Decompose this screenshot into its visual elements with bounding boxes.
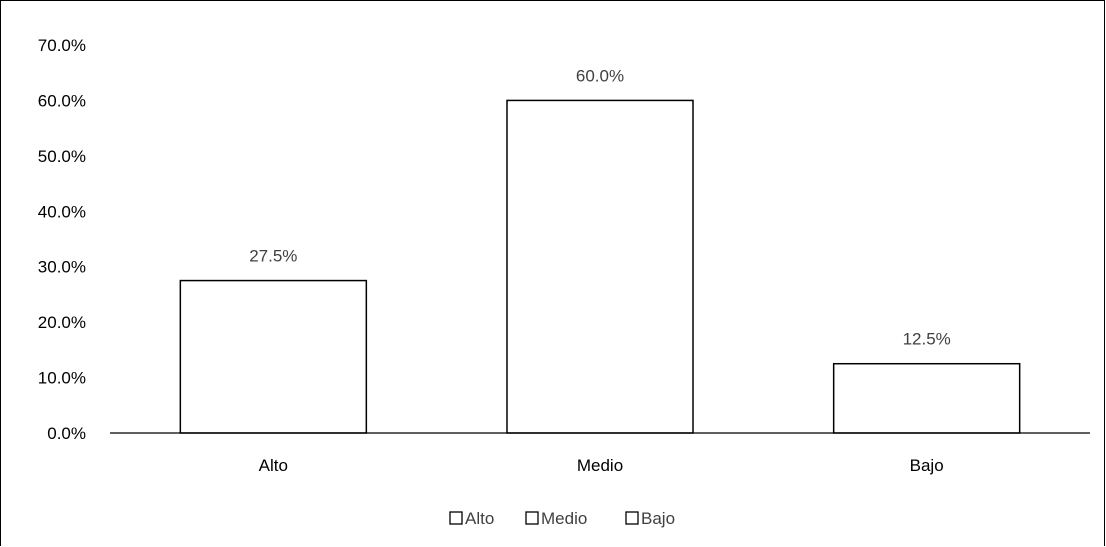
bar-alto [179,279,368,434]
x-tick-label: Alto [259,456,288,475]
x-tick-label: Medio [577,456,623,475]
y-tick-label: 20.0% [38,313,86,332]
legend-entry: Bajo [641,509,675,528]
y-tick-label: 10.0% [38,369,86,388]
legend-entry: Alto [465,509,494,528]
legend-swatch [525,511,539,525]
bars [179,99,1021,434]
legend-entry: Medio [541,509,587,528]
legend-swatch [625,511,639,525]
legend-swatch [449,511,463,525]
y-tick-label: 40.0% [38,202,86,221]
data-label: 60.0% [576,66,624,85]
x-tick-label: Bajo [910,456,944,475]
bar-medio [506,99,694,434]
y-tick-label: 0.0% [47,424,86,443]
y-tick-label: 70.0% [38,36,86,55]
data-labels: 27.5% 60.0% 12.5% [249,66,951,348]
y-tick-label: 50.0% [38,147,86,166]
x-axis-category-labels: Alto Medio Bajo [259,456,944,475]
y-axis-tick-labels: 0.0% 10.0% 20.0% 30.0% 40.0% 50.0% 60.0% 70.0% [38,36,86,443]
legend: Alto Medio Bajo [449,509,675,528]
data-label: 27.5% [249,247,297,266]
y-tick-label: 30.0% [38,258,86,277]
bar-bajo [832,362,1021,434]
data-label: 12.5% [903,330,951,349]
y-tick-label: 60.0% [38,91,86,110]
